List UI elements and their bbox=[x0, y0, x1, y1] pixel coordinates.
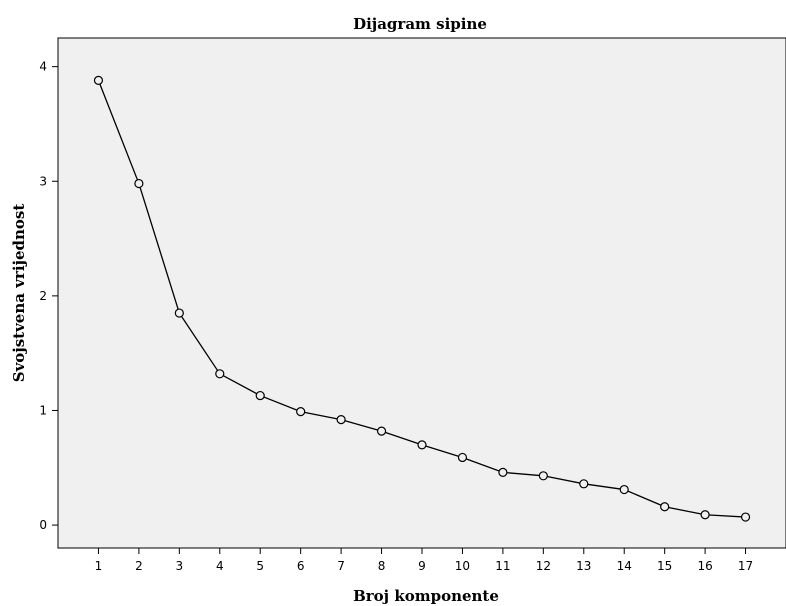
data-point-13 bbox=[619, 484, 629, 495]
data-point-10 bbox=[498, 467, 508, 477]
data-point-2 bbox=[174, 308, 184, 318]
data-point-3 bbox=[215, 369, 225, 379]
y-tick-label-1: 1 bbox=[39, 403, 47, 417]
chart-title: Dijagram sipine bbox=[353, 15, 487, 33]
y-axis-label: Svojstvena vrijednost bbox=[10, 204, 28, 383]
x-tick-label-5: 6 bbox=[297, 559, 305, 573]
x-tick-label-13: 14 bbox=[617, 559, 632, 573]
data-point-6 bbox=[336, 415, 346, 425]
x-tick-label-0: 1 bbox=[95, 559, 103, 573]
x-axis-label: Broj komponente bbox=[353, 587, 499, 605]
data-point-15 bbox=[700, 510, 710, 520]
data-point-8 bbox=[417, 440, 427, 450]
x-tick-label-6: 7 bbox=[337, 559, 345, 573]
data-point-5 bbox=[296, 407, 306, 417]
data-point-7 bbox=[376, 426, 387, 436]
x-tick-label-11: 12 bbox=[536, 559, 551, 573]
x-tick-label-2: 3 bbox=[176, 559, 184, 573]
data-point-9 bbox=[457, 452, 468, 463]
x-tick-label-8: 9 bbox=[418, 559, 426, 573]
y-tick-label-0: 0 bbox=[39, 518, 47, 532]
x-tick-label-14: 15 bbox=[657, 559, 672, 573]
data-point-16 bbox=[740, 512, 751, 522]
x-tick-label-4: 5 bbox=[256, 559, 264, 573]
data-point-14 bbox=[660, 502, 670, 512]
data-point-0 bbox=[93, 75, 104, 86]
series-markers bbox=[93, 75, 751, 522]
data-point-11 bbox=[538, 471, 548, 481]
plot-area bbox=[57, 37, 786, 549]
x-tick-label-7: 8 bbox=[378, 559, 386, 573]
y-tick-label-3: 3 bbox=[39, 174, 47, 188]
x-tick-label-12: 13 bbox=[576, 559, 591, 573]
x-tick-label-9: 10 bbox=[455, 559, 470, 573]
x-tick-label-1: 2 bbox=[135, 559, 143, 573]
x-tick-label-16: 17 bbox=[738, 559, 753, 573]
y-tick-label-2: 2 bbox=[39, 289, 47, 303]
x-tick-label-3: 4 bbox=[216, 559, 224, 573]
x-tick-label-10: 11 bbox=[495, 559, 510, 573]
data-point-4 bbox=[255, 390, 265, 401]
x-tick-label-15: 16 bbox=[697, 559, 712, 573]
y-tick-label-4: 4 bbox=[39, 60, 47, 74]
data-point-1 bbox=[134, 178, 144, 189]
data-point-12 bbox=[579, 479, 589, 489]
